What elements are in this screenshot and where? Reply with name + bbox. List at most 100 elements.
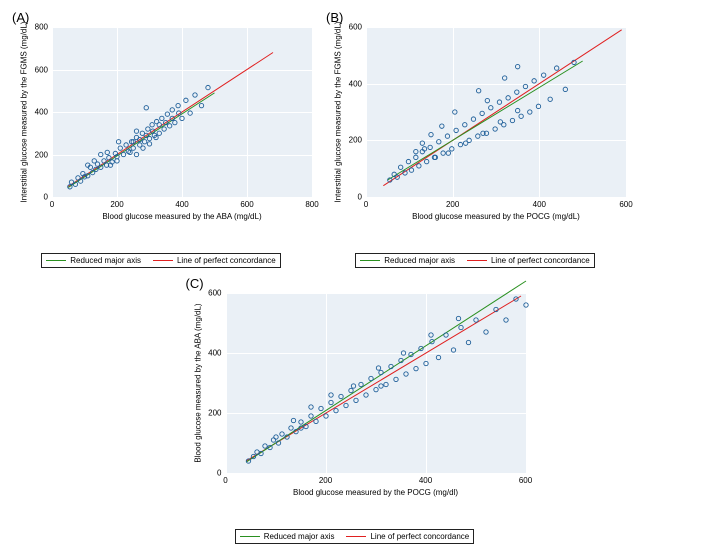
data-point [199, 103, 203, 107]
data-point [541, 73, 545, 77]
data-point [554, 66, 558, 70]
legend-item-rma: Reduced major axis [46, 256, 141, 265]
data-point [532, 79, 536, 83]
data-point [383, 382, 387, 386]
ytick-label: 200 [35, 150, 48, 159]
data-point [184, 98, 188, 102]
data-point [456, 316, 460, 320]
data-point [333, 408, 337, 412]
data-point [450, 147, 454, 151]
data-point [458, 325, 462, 329]
data-point [176, 103, 180, 107]
ytick-label: 400 [35, 108, 48, 117]
ytick-label: 800 [35, 23, 48, 32]
chart-box: 02004006000200400600Interstitial glucose… [366, 27, 626, 197]
panel-c: (C)02004006000200400600Blood glucose mea… [184, 276, 526, 544]
xtick-label: 400 [419, 476, 432, 485]
data-point [420, 141, 424, 145]
ytick-label: 400 [208, 349, 221, 358]
data-point [493, 127, 497, 131]
data-point [378, 384, 382, 388]
xtick-label: 200 [446, 200, 459, 209]
ytick-label: 600 [208, 289, 221, 298]
data-point [92, 159, 96, 163]
data-point [147, 142, 151, 146]
data-point [271, 438, 275, 442]
data-point [441, 151, 445, 155]
grid-v [626, 27, 627, 197]
data-point [476, 89, 480, 93]
ytick-label: 0 [358, 193, 362, 202]
legend-label: Reduced major axis [70, 256, 141, 265]
svg-overlay [226, 293, 526, 473]
plot-area: 02004006000200400600 [226, 293, 526, 473]
data-point [463, 141, 467, 145]
plot-area: 02004006008000200400600800 [52, 27, 312, 197]
legend-swatch [467, 260, 487, 261]
data-point [466, 340, 470, 344]
data-point [563, 87, 567, 91]
x-axis-label: Blood glucose measured by the ABA (mg/dL… [102, 212, 261, 221]
data-point [180, 116, 184, 120]
data-point [343, 403, 347, 407]
grid-v [312, 27, 313, 197]
xtick-label: 600 [619, 200, 632, 209]
data-point [328, 393, 332, 397]
ytick-label: 600 [349, 23, 362, 32]
y-axis-label: Blood glucose measured by the ABA (mg/dL… [193, 303, 202, 462]
data-point [118, 146, 122, 150]
data-point [476, 134, 480, 138]
data-point [515, 90, 519, 94]
data-point [358, 382, 362, 386]
data-point [497, 100, 501, 104]
data-point [318, 406, 322, 410]
legend: Reduced major axis Line of perfect concor… [355, 253, 594, 268]
data-point [131, 146, 135, 150]
data-point [473, 318, 477, 322]
data-point [273, 435, 277, 439]
data-point [115, 159, 119, 163]
panel-a: (A)02004006008000200400600800Interstitia… [10, 10, 312, 268]
legend-label: Reduced major axis [384, 256, 455, 265]
data-point [451, 348, 455, 352]
data-point [548, 97, 552, 101]
data-point [471, 117, 475, 121]
data-point [298, 420, 302, 424]
xtick-label: 200 [110, 200, 123, 209]
figure-grid: (A)02004006008000200400600800Interstitia… [10, 10, 699, 544]
data-point [510, 118, 514, 122]
ytick-label: 200 [349, 136, 362, 145]
data-point [446, 151, 450, 155]
x-axis-label: Blood glucose measured by the POCG (mg/d… [412, 212, 580, 221]
xtick-label: 200 [319, 476, 332, 485]
data-point [150, 123, 154, 127]
data-point [144, 106, 148, 110]
y-axis-label: Interstitial glucose measured by the FGM… [334, 22, 343, 203]
chart-box: 02004006008000200400600800Interstitial g… [52, 27, 312, 197]
data-point [443, 333, 447, 337]
data-point [378, 370, 382, 374]
svg-overlay [366, 27, 626, 197]
data-point [141, 146, 145, 150]
grid-v [526, 293, 527, 473]
grid-h [366, 197, 626, 198]
data-point [417, 164, 421, 168]
legend-swatch [46, 260, 66, 261]
data-point [193, 93, 197, 97]
data-point [440, 124, 444, 128]
data-point [409, 168, 413, 172]
legend-label: Line of perfect concordance [177, 256, 276, 265]
ytick-label: 0 [217, 469, 221, 478]
data-point [351, 384, 355, 388]
data-point [515, 108, 519, 112]
data-point [413, 366, 417, 370]
legend-label: Line of perfect concordance [491, 256, 590, 265]
data-point [445, 134, 449, 138]
y-axis-label: Interstitial glucose measured by the FGM… [20, 22, 29, 203]
line-concordance [246, 296, 521, 461]
data-point [279, 432, 283, 436]
xtick-label: 0 [364, 200, 368, 209]
plot-area: 02004006000200400600 [366, 27, 626, 197]
data-point [503, 318, 507, 322]
line-concordance [383, 30, 621, 186]
